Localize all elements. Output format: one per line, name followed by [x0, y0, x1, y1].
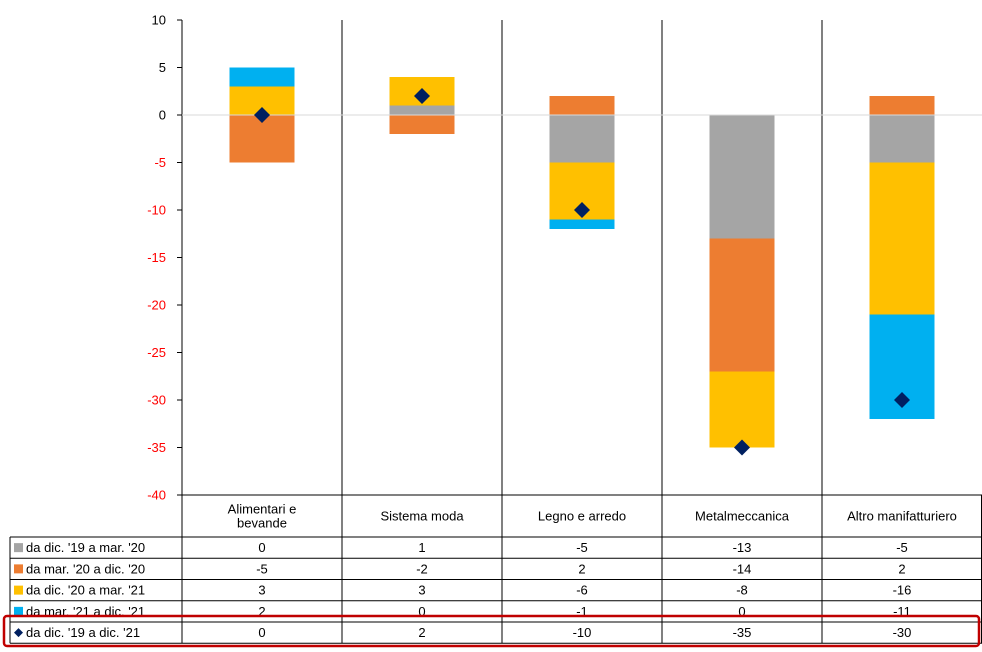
table-value: 3	[258, 583, 265, 598]
y-tick-label: -35	[147, 440, 166, 455]
table-value: -5	[576, 540, 588, 555]
total-marker	[414, 88, 430, 104]
bar-segment	[869, 115, 935, 163]
y-tick-label: -20	[147, 298, 166, 313]
bar-segment	[389, 105, 455, 115]
category-label: Sistema moda	[380, 509, 464, 524]
legend-label: da mar. '20 a dic. '20	[26, 561, 145, 576]
bar-segment	[229, 67, 295, 87]
bar-segment	[709, 115, 775, 239]
bar-segment	[389, 115, 455, 134]
table-value: -5	[256, 561, 268, 576]
table-value: 2	[898, 561, 905, 576]
legend-key	[14, 543, 23, 553]
y-tick-label: -30	[147, 393, 166, 408]
table-value: -10	[573, 625, 592, 640]
table-value: -5	[896, 540, 908, 555]
table-value: -8	[736, 583, 748, 598]
category-label: Altro manifatturiero	[847, 509, 957, 524]
y-tick-label: -25	[147, 345, 166, 360]
table-value: 2	[578, 561, 585, 576]
y-tick-label: -40	[147, 488, 166, 503]
y-tick-label: -15	[147, 250, 166, 265]
table-value: 0	[258, 540, 265, 555]
category-label: bevande	[237, 516, 287, 531]
table-value: -35	[733, 625, 752, 640]
bar-segment	[709, 238, 775, 372]
legend-key	[14, 585, 23, 595]
bar-segment	[549, 96, 615, 115]
category-label: Alimentari e	[228, 502, 297, 517]
bar-segment	[869, 96, 935, 115]
table-value: 2	[418, 625, 425, 640]
y-tick-label: 10	[152, 13, 166, 28]
y-tick-label: 5	[159, 60, 166, 75]
table-value: -2	[416, 561, 428, 576]
table-value: 1	[418, 540, 425, 555]
legend-key	[14, 606, 23, 616]
total-marker	[734, 439, 750, 456]
table-value: -6	[576, 583, 588, 598]
category-label: Legno e arredo	[538, 509, 626, 524]
highlight-box	[2, 614, 981, 648]
y-tick-label: -10	[147, 203, 166, 218]
legend-label: da dic. '19 a mar. '20	[26, 540, 145, 555]
table-value: -13	[733, 540, 752, 555]
legend-label: da dic. '19 a dic. '21	[26, 625, 140, 640]
table-value: -14	[733, 561, 752, 576]
table-value: 0	[418, 604, 425, 619]
table-value: 0	[738, 604, 745, 619]
table-value: -30	[893, 625, 912, 640]
category-label: Metalmeccanica	[695, 509, 790, 524]
legend-key	[14, 628, 23, 638]
total-marker	[894, 392, 910, 408]
bar-segment	[549, 115, 615, 163]
table-value: -1	[576, 604, 588, 619]
table-value: 3	[418, 583, 425, 598]
total-marker	[254, 107, 270, 123]
bar-segment	[709, 371, 775, 448]
bar-segment	[549, 219, 615, 229]
bar-segment	[869, 162, 935, 315]
total-marker	[574, 202, 590, 218]
legend-key	[14, 564, 23, 574]
table-value: -16	[893, 583, 912, 598]
y-tick-label: 0	[159, 108, 166, 123]
table-value: 0	[258, 625, 265, 640]
y-tick-label: -5	[154, 155, 166, 170]
legend-label: da dic. '20 a mar. '21	[26, 583, 145, 598]
table-value: 2	[258, 604, 265, 619]
